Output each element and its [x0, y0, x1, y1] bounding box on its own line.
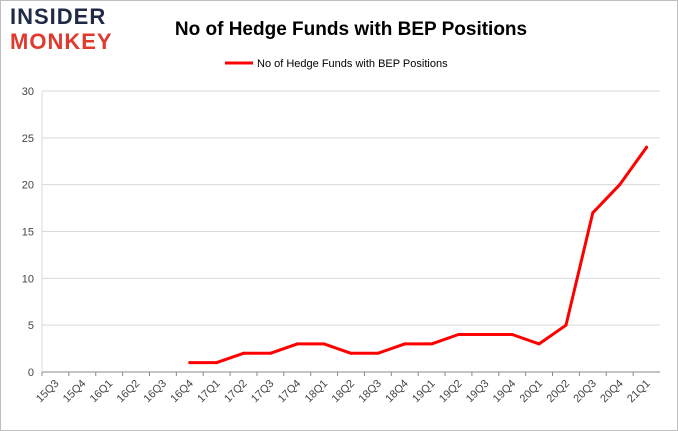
plot-area	[188, 145, 649, 365]
x-tick-label: 19Q4	[491, 378, 519, 406]
y-tick-label: 30	[22, 86, 34, 98]
data-point	[322, 342, 326, 346]
x-tick-label: 17Q2	[222, 378, 250, 406]
x-tick-label: 20Q4	[598, 378, 626, 406]
y-tick-label: 15	[22, 227, 34, 239]
data-point	[295, 342, 299, 346]
x-tick-label: 15Q4	[61, 378, 89, 406]
x-tick-label: 16Q2	[115, 378, 143, 406]
data-point	[430, 342, 434, 346]
chart-title: No of Hedge Funds with BEP Positions	[175, 19, 527, 40]
x-tick-label: 16Q1	[88, 378, 116, 406]
logo-line-2: MONKEY	[10, 29, 113, 54]
y-axis: 0 5 10 15 20 25 30	[22, 86, 34, 379]
x-tick-label: 20Q3	[571, 378, 599, 406]
x-tick-label: 18Q1	[303, 378, 331, 406]
logo-line-1: INSIDER	[10, 4, 107, 29]
x-tick-label: 19Q1	[410, 378, 438, 406]
y-tick-label: 5	[28, 320, 34, 332]
x-tick-label: 15Q3	[34, 378, 62, 406]
legend: No of Hedge Funds with BEP Positions	[225, 58, 448, 70]
data-point	[242, 351, 246, 355]
insider-monkey-logo: INSIDER MONKEY	[10, 5, 128, 57]
legend-label: No of Hedge Funds with BEP Positions	[257, 58, 448, 70]
x-tick-label: 21Q1	[625, 378, 653, 406]
data-point	[188, 361, 192, 365]
data-point	[537, 342, 541, 346]
series-line-0	[188, 145, 649, 365]
data-point	[618, 183, 622, 187]
data-point	[564, 323, 568, 327]
x-tick-label: 19Q2	[437, 378, 465, 406]
x-tick-label: 17Q1	[195, 378, 223, 406]
data-point	[376, 351, 380, 355]
x-tick-label: 18Q3	[356, 378, 384, 406]
y-tick-label: 0	[28, 367, 34, 379]
x-tick-label: 16Q3	[142, 378, 170, 406]
y-tick-label: 10	[22, 273, 34, 285]
data-point	[591, 211, 595, 215]
x-tick-label: 18Q4	[383, 378, 411, 406]
data-point	[403, 342, 407, 346]
x-tick-label: 20Q1	[518, 378, 546, 406]
x-tick-label: 18Q2	[330, 378, 358, 406]
data-point	[268, 351, 272, 355]
gridlines	[41, 90, 660, 373]
data-point	[349, 351, 353, 355]
x-tick-label: 19Q3	[464, 378, 492, 406]
data-point	[510, 333, 514, 337]
data-point	[456, 333, 460, 337]
data-point	[645, 145, 649, 149]
x-tick-label: 17Q3	[249, 378, 277, 406]
x-tick-label: 16Q4	[168, 378, 196, 406]
x-tick-label: 20Q2	[545, 378, 573, 406]
x-tick-label: 17Q4	[276, 378, 304, 406]
data-point	[215, 361, 219, 365]
y-tick-label: 20	[22, 180, 34, 192]
x-axis: 15Q3 15Q4 16Q1 16Q2 16Q3 16Q4 17Q1 17Q2 17Q3 17Q4…	[34, 372, 653, 405]
data-point	[483, 333, 487, 337]
y-tick-label: 25	[22, 133, 34, 145]
